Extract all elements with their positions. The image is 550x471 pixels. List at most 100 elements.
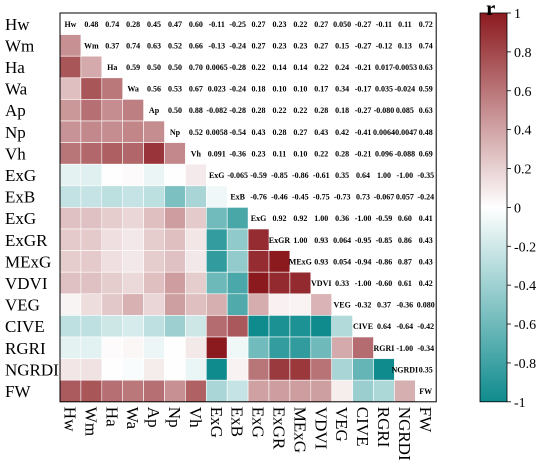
heatmap-cell-blank: [373, 121, 395, 143]
heatmap-cell-blank: [248, 142, 269, 165]
heatmap-cell-blank: [164, 34, 186, 57]
cell-diagonal-label: ExB: [230, 193, 245, 202]
row-label: Vh: [5, 144, 26, 163]
cell-value-label: 0.50: [147, 63, 161, 72]
cell-value-label: 0.27: [314, 41, 328, 50]
heatmap-cell: [143, 120, 165, 143]
cell-value-label: 0.86: [398, 236, 412, 245]
row-label: CIVE: [5, 317, 45, 336]
heatmap-cell-blank: [185, 56, 207, 78]
heatmap-cell: [122, 271, 144, 295]
cell-value-label: 0.054: [333, 257, 351, 266]
heatmap-cell-blank: [206, 121, 228, 143]
heatmap-cell-blank: [394, 13, 416, 35]
heatmap-cell: [59, 34, 82, 57]
heatmap-cell-blank: [101, 13, 123, 35]
heatmap-cell-blank: [352, 250, 374, 273]
cell-value-label: 0.28: [252, 106, 266, 115]
heatmap-cell: [80, 55, 103, 79]
cell-value-label: -0.080: [374, 106, 395, 115]
cell-value-label: -0.11: [376, 20, 392, 29]
column-label: Wm: [81, 407, 100, 436]
heatmap-cell: [143, 271, 165, 295]
heatmap-cell: [143, 142, 165, 165]
heatmap-cell-blank: [394, 185, 416, 208]
heatmap-cell-blank: [415, 99, 437, 121]
heatmap-cell-blank: [248, 99, 269, 121]
cell-value-label: 0.60: [398, 214, 412, 223]
column-label: Np: [165, 407, 184, 428]
heatmap-cell: [268, 293, 291, 316]
cell-value-label: -0.34: [417, 344, 434, 353]
heatmap-cell-blank: [352, 121, 374, 143]
cell-value-label: -0.46: [271, 193, 288, 202]
heatmap-cell-blank: [143, 13, 165, 35]
heatmap-cell-blank: [248, 185, 269, 208]
heatmap-cell: [59, 293, 82, 316]
heatmap-cell: [101, 77, 124, 100]
heatmap-cell-blank: [185, 77, 207, 100]
heatmap-cell-diagonal: [143, 99, 165, 121]
cell-value-label: 0.64: [377, 322, 391, 331]
heatmap-cell: [206, 207, 228, 230]
row-label: ExGR: [5, 231, 48, 250]
heatmap-cell: [310, 358, 332, 381]
heatmap-cell-blank: [331, 99, 353, 121]
heatmap-cell-blank: [415, 337, 437, 359]
heatmap-cell-blank: [373, 34, 395, 57]
colorbar-tick-label: -0.2: [514, 240, 536, 255]
heatmap-cell-blank: [415, 250, 437, 273]
heatmap-cell: [122, 250, 144, 273]
cell-value-label: 0.48: [419, 128, 433, 137]
heatmap-cell-diagonal: [248, 207, 269, 229]
cell-value-label: -0.76: [250, 193, 267, 202]
heatmap-cell: [289, 336, 312, 359]
cell-value-label: 0.28: [335, 149, 349, 158]
heatmap-cell-blank: [352, 207, 374, 229]
heatmap-cell: [268, 271, 291, 295]
cell-value-label: 0.096: [375, 149, 393, 158]
colorbar-tick-label: -0.4: [514, 279, 536, 294]
heatmap-cells: [59, 12, 437, 403]
cell-value-label: -0.64: [397, 322, 414, 331]
colorbar-tick-label: 1: [514, 7, 521, 22]
heatmap-cell: [59, 207, 82, 230]
heatmap-cell: [80, 77, 103, 100]
cell-value-label: -0.24: [229, 85, 246, 94]
heatmap-cell: [80, 99, 103, 122]
heatmap-cell-diagonal: [289, 250, 311, 273]
cell-value-label: 0.10: [293, 149, 307, 158]
heatmap-cell: [59, 379, 82, 403]
heatmap-cell: [101, 250, 124, 273]
cell-value-label: 0.34: [335, 85, 349, 94]
heatmap-cell-blank: [352, 77, 374, 100]
heatmap-cell-blank: [310, 164, 332, 186]
heatmap-cell: [206, 358, 228, 381]
cell-value-label: 0.61: [398, 279, 412, 288]
cell-value-label: 0.035: [375, 85, 393, 94]
cell-value-label: 0.43: [314, 128, 328, 137]
cell-value-label: -1.00: [355, 214, 372, 223]
cell-value-label: 0.92: [293, 214, 307, 223]
cell-value-label: 0.69: [419, 149, 433, 158]
heatmap-cell: [143, 228, 165, 251]
cell-value-label: 0.37: [105, 41, 119, 50]
heatmap-cell: [185, 185, 207, 208]
heatmap-cell: [185, 228, 207, 251]
heatmap-cell: [122, 163, 144, 187]
column-label: ExG: [249, 407, 268, 438]
heatmap-cell: [206, 185, 228, 208]
heatmap-cell-blank: [394, 229, 416, 251]
heatmap-cell: [185, 315, 207, 338]
heatmap-cell-blank: [352, 34, 374, 57]
heatmap-cell: [122, 228, 144, 251]
cell-diagonal-label: VEG: [333, 301, 350, 310]
heatmap-cell-blank: [206, 34, 228, 57]
heatmap-cell-blank: [206, 13, 228, 35]
cell-value-label: 0.45: [147, 20, 161, 29]
cell-value-label: 0.67: [189, 85, 203, 94]
cell-value-label: 0.35: [419, 365, 433, 374]
cell-value-label: 0.023: [208, 85, 226, 94]
heatmap-cell: [331, 315, 353, 338]
colorbar-tick-label: 0: [514, 201, 521, 216]
